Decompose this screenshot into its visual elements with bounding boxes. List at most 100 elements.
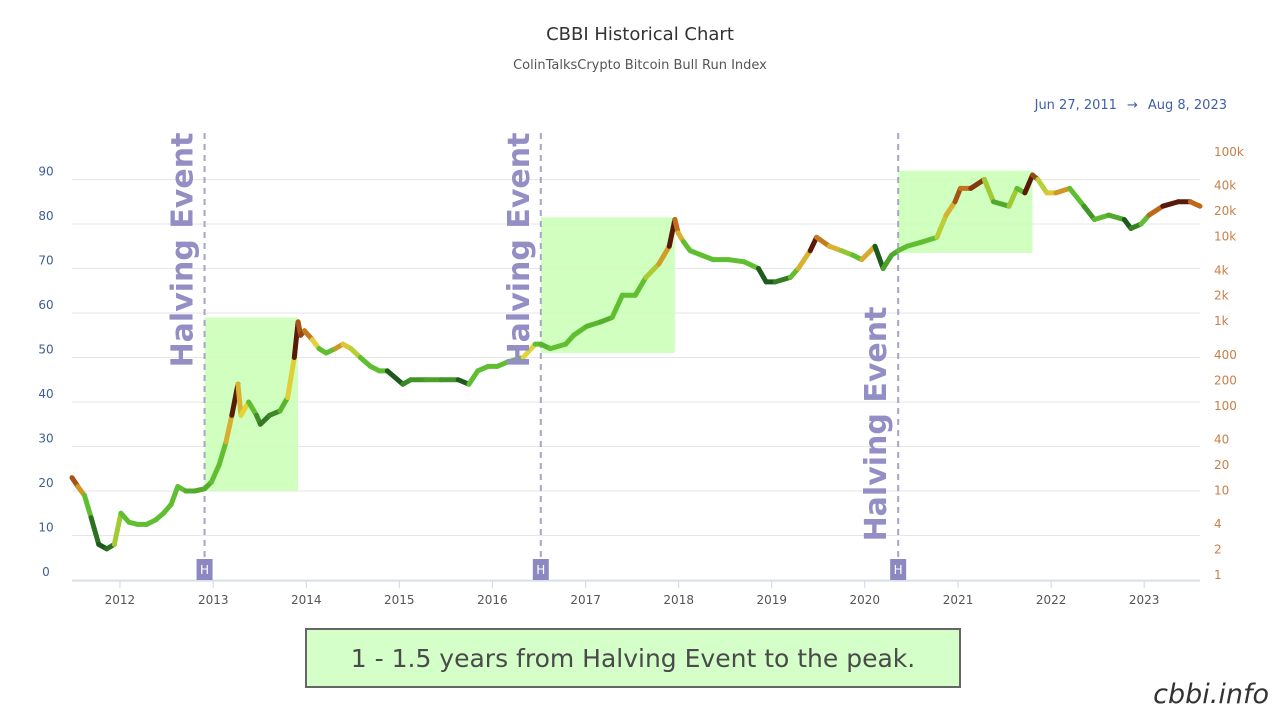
x-tick-label: 2014 — [291, 593, 322, 607]
y-right-tick-label: 400 — [1214, 348, 1237, 362]
cbbi-line-segment — [934, 212, 949, 240]
cbbi-line-segment — [285, 355, 297, 401]
cbbi-line-segment — [547, 341, 569, 352]
x-tick-label: 2015 — [384, 593, 415, 607]
x-tick-label: 2023 — [1129, 593, 1160, 607]
cbbi-line-segment — [384, 368, 406, 387]
halving-to-peak-box — [540, 217, 675, 354]
chart-subtitle: ColinTalksCrypto Bitcoin Bull Run Index — [513, 58, 767, 73]
cbbi-line-segment — [1035, 177, 1050, 196]
y-left-tick-label: 60 — [38, 298, 53, 312]
cbbi-line-segment — [904, 239, 926, 249]
cbbi-line-segment — [223, 412, 235, 445]
y-left-tick-label: 40 — [38, 387, 53, 401]
x-tick-label: 2016 — [477, 593, 508, 607]
halving-event-label: Halving Event — [502, 133, 537, 368]
y-right-tick-label: 4 — [1214, 517, 1222, 531]
y-left-tick-label: 30 — [38, 432, 53, 446]
axes: 0 10 20 30 40 50 60 70 80 90 1 2 4 10 20 40 100 200 400 1k 2… — [38, 145, 1244, 607]
cbbi-line-segment — [772, 274, 793, 285]
y-right-tick-label: 2 — [1214, 543, 1222, 557]
y-left-tick-label: 90 — [38, 165, 53, 179]
cbbi-line-segment — [725, 257, 747, 265]
cbbi-line-segment — [1006, 185, 1020, 209]
y-left-tick-label: 20 — [38, 476, 53, 490]
halving-marker-box — [196, 559, 213, 580]
halving-to-peak-box — [898, 170, 1033, 253]
cbbi-line-segment — [1067, 185, 1087, 209]
cbbi-line-segment — [991, 199, 1012, 209]
halving-event-label: Halving Event — [166, 133, 201, 368]
cbbi-line-segment — [968, 177, 987, 191]
halving-marker: H — [196, 559, 213, 580]
y-left-tick-label: 50 — [38, 343, 53, 357]
cbbi-line-segment — [208, 461, 222, 485]
cbbi-line-segment — [111, 510, 124, 547]
cbbi-line-segment — [755, 266, 769, 285]
cbbi-line-segment — [1081, 203, 1097, 223]
watermark-logo: cbbi.info — [1147, 677, 1275, 712]
y-right-tick-label: 1k — [1214, 314, 1229, 328]
cbbi-line-segment — [216, 439, 229, 467]
x-tick-label: 2020 — [850, 593, 881, 607]
x-tick-label: 2021 — [943, 593, 974, 607]
y-right-tick-label: 2k — [1214, 289, 1229, 303]
cbbi-line-segment — [505, 355, 526, 365]
chart-title: CBBI Historical Chart — [546, 24, 734, 45]
cbbi-line-segment — [571, 323, 590, 338]
halving-marker-box — [890, 559, 907, 580]
cbbi-line-segment — [168, 484, 181, 507]
cbbi-line-segment — [814, 234, 832, 249]
cbbi-line-segment — [656, 243, 672, 267]
halving-marker: H — [532, 559, 549, 580]
halving-marker: H — [890, 559, 907, 580]
cbbi-line-segment — [1146, 203, 1166, 218]
cbbi-line-segment — [520, 341, 538, 360]
range-start: Jun 27, 2011 — [1034, 98, 1117, 113]
halving-event-label: Halving Event — [859, 307, 894, 542]
y-right-tick-label: 1 — [1214, 568, 1222, 582]
cbbi-line-segment — [1160, 199, 1181, 209]
cbbi-line-segment — [943, 199, 958, 218]
y-left-tick-label: 70 — [38, 254, 53, 268]
x-tick-label: 2022 — [1036, 593, 1067, 607]
y-right-tick-label: 100k — [1214, 145, 1244, 159]
x-tick-label: 2013 — [198, 593, 229, 607]
cbbi-line-segment — [741, 259, 761, 271]
highlight-boxes — [204, 170, 1033, 491]
halving-marker-letter: H — [200, 563, 209, 577]
range-arrow: → — [1126, 98, 1138, 113]
cbbi-line-segment — [235, 381, 244, 418]
cbbi-line-segment — [632, 274, 649, 298]
x-tick-label: 2019 — [756, 593, 787, 607]
halving-labels: H Halving Event H Halving Event H Halving Eve… — [166, 133, 907, 580]
date-range[interactable]: Jun 27, 2011 → Aug 8, 2023 — [1035, 98, 1227, 113]
range-end: Aug 8, 2023 — [1147, 98, 1227, 113]
y-right-tick-label: 40 — [1214, 432, 1229, 446]
cbbi-line-segment — [872, 243, 886, 271]
cbbi-line-segment — [1187, 199, 1203, 209]
y-right-tick-label: 20 — [1214, 458, 1229, 472]
y-right-tick-label: 100 — [1214, 399, 1237, 413]
cbbi-line-segment — [859, 243, 878, 263]
halving-marker-letter: H — [894, 563, 903, 577]
halving-marker-letter: H — [536, 563, 545, 577]
cbbi-line-segment — [880, 252, 895, 271]
y-right-tick-label: 200 — [1214, 373, 1237, 387]
cbbi-line-segment — [466, 368, 481, 387]
y-right-tick-label: 10 — [1214, 483, 1229, 497]
y-left-tick-label: 80 — [38, 209, 53, 223]
cbbi-line-segment — [277, 395, 291, 414]
x-tick-label: 2012 — [105, 593, 136, 607]
cbbi-line-segment — [1022, 172, 1036, 196]
halving-marker-box — [532, 559, 549, 580]
cbbi-line-segment — [981, 177, 997, 205]
cbbi-line-segment — [795, 248, 813, 271]
y-right-tick-label: 10k — [1214, 230, 1236, 244]
cbbi-line-segment — [246, 399, 260, 418]
cbbi-line-segment — [609, 292, 625, 320]
cbbi-series — [69, 172, 1203, 552]
cbbi-line-segment — [1106, 212, 1127, 223]
y-left-tick-label: 0 — [42, 565, 50, 579]
